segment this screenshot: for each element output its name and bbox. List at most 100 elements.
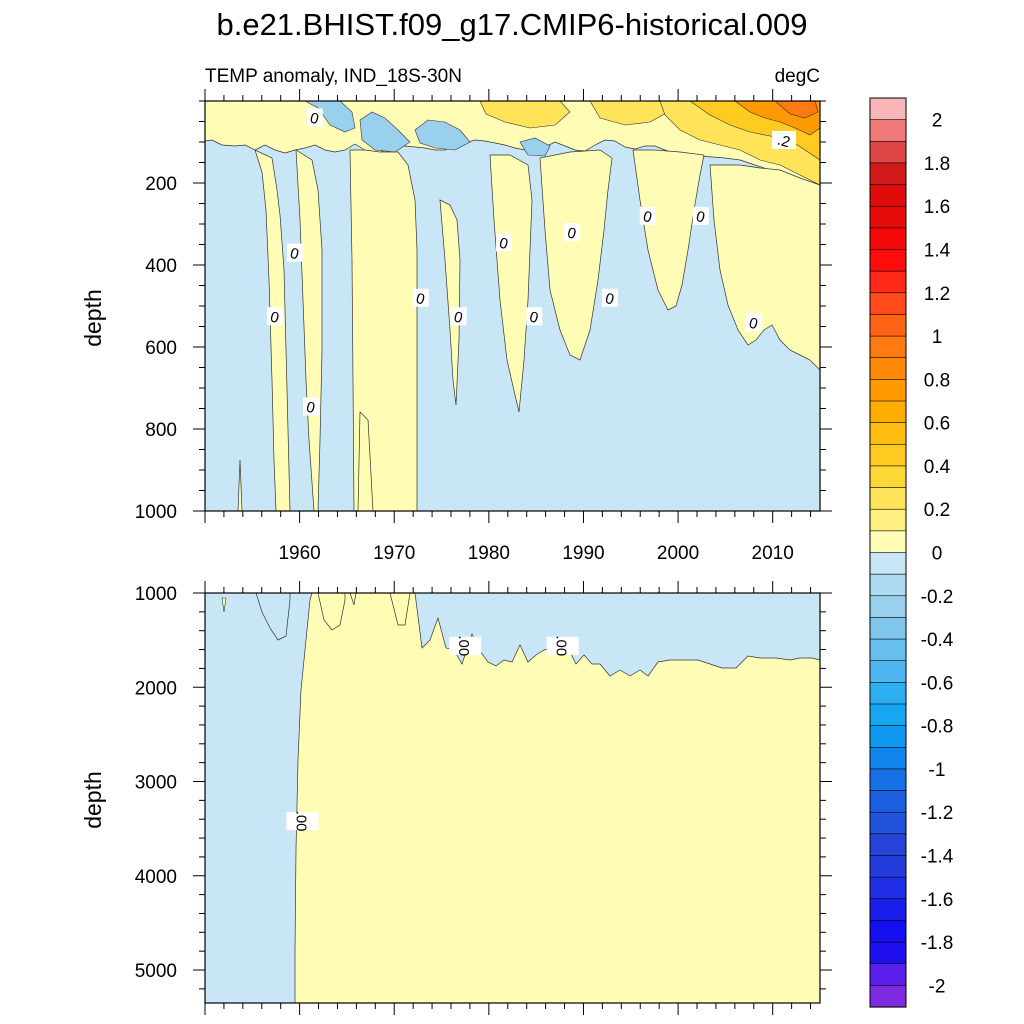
colorbar-label: -0.6 bbox=[921, 673, 954, 694]
contour-label-box bbox=[564, 223, 581, 242]
colorbar-swatch bbox=[869, 422, 907, 445]
colorbar-swatch bbox=[869, 703, 907, 727]
colorbar-swatch bbox=[869, 379, 907, 402]
colorbar-swatch bbox=[869, 140, 907, 164]
contour-label-box bbox=[302, 397, 319, 416]
colorbar-swatch bbox=[869, 162, 907, 186]
x-tick-label: 2000 bbox=[657, 543, 699, 564]
contour-label-box bbox=[745, 313, 762, 332]
y-tick-label: 600 bbox=[145, 338, 177, 359]
y-tick-label: 5000 bbox=[135, 961, 177, 982]
upper-warm-sliver-1953 bbox=[237, 459, 243, 511]
colorbar-label: -1.4 bbox=[921, 847, 954, 868]
x-tick-label: 1960 bbox=[278, 543, 320, 564]
contour-label: 0 bbox=[306, 108, 323, 128]
upper-panel-positive-regions bbox=[205, 101, 820, 511]
y-tick-label: 200 bbox=[145, 174, 177, 195]
lower-panel: 1000 2000 3000 4000 5000 .00 .00 .00 depth bbox=[80, 581, 832, 1015]
contour-label: 0 bbox=[450, 307, 467, 327]
colorbar-label: 0.2 bbox=[924, 500, 950, 521]
upper-panel: 1960 1970 1980 1990 2000 2010 200 400 600 800 100… bbox=[80, 89, 832, 564]
contour-label-box bbox=[267, 307, 284, 326]
upper-y-axis-label: depth bbox=[80, 289, 106, 347]
contour-label: 0 bbox=[302, 397, 319, 417]
lower-y-axis-label: depth bbox=[80, 771, 106, 829]
colorbar-frame bbox=[869, 97, 907, 1008]
contour-label-box bbox=[692, 206, 709, 225]
colorbar-swatch bbox=[869, 638, 907, 662]
colorbar-swatch bbox=[869, 443, 907, 467]
colorbar-label: 1 bbox=[932, 327, 943, 348]
colorbar-swatch bbox=[869, 508, 907, 532]
y-tick-label: 1000 bbox=[135, 502, 177, 523]
contour-label: 0 bbox=[495, 233, 512, 253]
contour-label: 0 bbox=[564, 223, 581, 243]
contour-label: .00 bbox=[286, 811, 319, 832]
subtitle-right: degC bbox=[775, 66, 820, 87]
colorbar-label: -1.6 bbox=[921, 890, 954, 911]
colorbar-swatch bbox=[869, 768, 907, 792]
upper-warm-tongue-1997 bbox=[632, 149, 705, 311]
lower-panel-frame bbox=[204, 592, 821, 1004]
y-tick-label: 800 bbox=[145, 420, 177, 441]
upper-y-ticks: 200 400 600 800 1000 bbox=[135, 100, 832, 523]
colorbar-label: 1.6 bbox=[924, 197, 950, 218]
chart-title: b.e21.BHIST.f09_g17.CMIP6-historical.009 bbox=[216, 7, 807, 42]
upper-contour-labels: 0 0 0 0 0 0 0 0 0 0 0 0 0 .2 bbox=[267, 108, 797, 417]
lower-cold-tongue-1962 bbox=[255, 593, 291, 641]
colorbar-swatch bbox=[869, 270, 907, 294]
colorbar-label: 1.4 bbox=[924, 241, 951, 262]
colorbar-label: -2 bbox=[929, 976, 946, 997]
colorbar-swatch bbox=[869, 985, 907, 1008]
lower-contour-labels: .00 .00 .00 bbox=[286, 635, 579, 832]
contour-label: 0 bbox=[745, 313, 762, 333]
x-tick-label: 1990 bbox=[562, 543, 604, 564]
colorbar-swatch bbox=[869, 941, 907, 965]
upper-warm-tongue-1977 bbox=[439, 199, 461, 406]
y-tick-label: 4000 bbox=[135, 867, 177, 888]
contour-label-box bbox=[306, 108, 323, 127]
lower-cold-region-west bbox=[205, 593, 313, 1003]
colorbar-label: -1.2 bbox=[921, 803, 954, 824]
contour-label: .2 bbox=[772, 130, 797, 151]
colorbar-label: 0.4 bbox=[924, 457, 951, 478]
colorbar-swatch bbox=[869, 725, 907, 748]
colorbar-swatch bbox=[869, 963, 907, 986]
contour-label: 0 bbox=[267, 307, 284, 327]
colorbar-swatch bbox=[869, 898, 907, 922]
y-tick-label: 2000 bbox=[135, 678, 177, 699]
colorbar-swatch bbox=[869, 790, 907, 813]
contour-label-text: .00 bbox=[553, 635, 570, 656]
colorbar-label: -0.8 bbox=[921, 717, 954, 738]
colorbar-label: 0 bbox=[932, 544, 943, 565]
upper-warm-peak-2010s bbox=[774, 101, 819, 119]
upper-warm-band-1980s bbox=[479, 101, 571, 129]
colorbar-swatch bbox=[869, 119, 907, 142]
colorbar-label: -1.8 bbox=[921, 933, 954, 954]
colorbar-swatch bbox=[869, 400, 907, 424]
contour-label: 0 bbox=[412, 288, 429, 309]
lower-warm-speck-1952 bbox=[221, 597, 227, 613]
lower-panel-negative-regions bbox=[205, 593, 820, 1003]
colorbar-label: 1.2 bbox=[924, 284, 950, 305]
colorbar-label: 0.6 bbox=[924, 414, 950, 435]
colorbar-swatch bbox=[869, 573, 907, 597]
upper-warm-band-1990s bbox=[589, 101, 669, 126]
lower-warm-notch-1965 bbox=[317, 593, 346, 631]
colorbar-swatch bbox=[869, 530, 907, 554]
upper-cold-patch-1984 bbox=[519, 137, 551, 157]
colorbar-swatch bbox=[869, 552, 907, 575]
contour-label: .00 bbox=[449, 635, 482, 656]
contour-label: 0 bbox=[639, 206, 656, 227]
colorbar-swatch bbox=[869, 314, 907, 337]
colorbar-swatch bbox=[869, 833, 907, 857]
upper-warm-region-2005-2015 bbox=[709, 164, 820, 371]
upper-x-ticks: 1960 1970 1980 1990 2000 2010 bbox=[204, 89, 812, 564]
contour-label-box bbox=[449, 636, 482, 655]
contour-label-box bbox=[639, 206, 656, 225]
colorbar-label: -0.4 bbox=[921, 630, 954, 651]
colorbar-label: 0.8 bbox=[924, 370, 950, 391]
contour-label-box bbox=[286, 243, 303, 262]
upper-cold-patch-1971 bbox=[359, 111, 411, 153]
